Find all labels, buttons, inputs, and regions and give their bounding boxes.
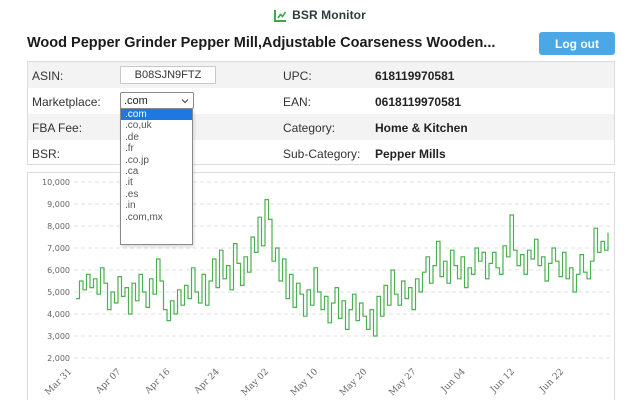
y-tick-label: 9,000: [47, 200, 70, 209]
x-tick-label: May 02: [240, 367, 271, 398]
ean-label: EAN:: [283, 95, 312, 109]
y-tick-label: 6,000: [47, 266, 70, 275]
y-tick-label: 3,000: [47, 332, 70, 341]
marketplace-dropdown-list: .com .co,uk .de .fr .co.jp .ca .it .es .…: [120, 108, 193, 245]
marketplace-label: Marketplace:: [32, 95, 101, 109]
y-tick-label: 5,000: [47, 288, 70, 297]
brand-header: BSR Monitor: [0, 6, 640, 24]
y-tick-label: 4,000: [47, 310, 70, 319]
x-tick-label: Mar 31: [44, 367, 75, 398]
asin-label: ASIN:: [32, 69, 64, 83]
info-row-bsr: BSR: Sub-Category: Pepper Mills: [28, 140, 614, 166]
info-row-fba: FBA Fee: Category: Home & Kitchen: [28, 114, 614, 140]
asin-field[interactable]: B08SJN9FTZ: [120, 66, 216, 84]
y-tick-label: 2,000: [47, 354, 70, 363]
fba-fee-label: FBA Fee:: [32, 121, 83, 135]
marketplace-option[interactable]: .es: [125, 188, 139, 200]
x-tick-label: May 27: [387, 367, 418, 398]
bsr-label: BSR:: [32, 147, 61, 161]
x-tick-label: Apr 16: [143, 367, 173, 397]
marketplace-option[interactable]: .de: [125, 131, 139, 143]
category-value: Home & Kitchen: [375, 121, 468, 135]
marketplace-option[interactable]: .co.jp: [125, 154, 149, 166]
marketplace-option[interactable]: .co,uk: [125, 120, 152, 132]
info-row-asin: ASIN: B08SJN9FTZ UPC: 618119970581: [28, 62, 614, 88]
marketplace-selected-value: .com: [124, 94, 148, 107]
subcategory-label: Sub-Category:: [283, 147, 361, 161]
subcategory-value: Pepper Mills: [375, 147, 446, 161]
upc-value: 618119970581: [375, 69, 455, 83]
bar-chart-icon: [274, 9, 287, 22]
marketplace-option[interactable]: .it: [125, 177, 133, 189]
chevron-down-icon: [181, 96, 189, 104]
x-tick-label: Apr 07: [94, 367, 124, 397]
x-tick-label: Jun 04: [439, 367, 468, 396]
ean-value: 0618119970581: [375, 95, 462, 109]
product-info-table: ASIN: B08SJN9FTZ UPC: 618119970581 Marke…: [27, 61, 615, 165]
y-tick-label: 10,000: [42, 178, 70, 187]
y-tick-label: 7,000: [47, 244, 70, 253]
marketplace-option[interactable]: .ca: [125, 165, 139, 177]
bsr-series-line: [76, 199, 609, 337]
bsr-chart: 10,000 9,000 8,000 7,000 6,000 5,000 4,000 3,00…: [27, 172, 615, 400]
marketplace-option[interactable]: .in: [125, 200, 136, 212]
x-tick-label: Apr 24: [192, 367, 222, 397]
upc-label: UPC:: [283, 69, 312, 83]
y-tick-label: 8,000: [47, 222, 70, 231]
info-row-marketplace: Marketplace: .com EAN: 0618119970581: [28, 88, 614, 114]
marketplace-option[interactable]: .fr: [125, 143, 134, 155]
brand-name: BSR Monitor: [292, 8, 366, 22]
x-tick-label: Jun 22: [537, 367, 566, 396]
category-label: Category:: [283, 121, 336, 135]
x-tick-label: Jun 12: [488, 367, 517, 396]
product-title: Wood Pepper Grinder Pepper Mill,Adjustab…: [27, 35, 496, 51]
x-tick-label: May 20: [338, 367, 369, 398]
logout-button[interactable]: Log out: [539, 32, 615, 55]
marketplace-select[interactable]: .com: [120, 92, 194, 109]
x-tick-label: May 10: [289, 367, 320, 398]
marketplace-option[interactable]: .com,mx: [125, 211, 163, 223]
bsr-line-chart: 10,000 9,000 8,000 7,000 6,000 5,000 4,000 3,00…: [42, 178, 610, 398]
marketplace-option[interactable]: .com: [121, 109, 192, 121]
